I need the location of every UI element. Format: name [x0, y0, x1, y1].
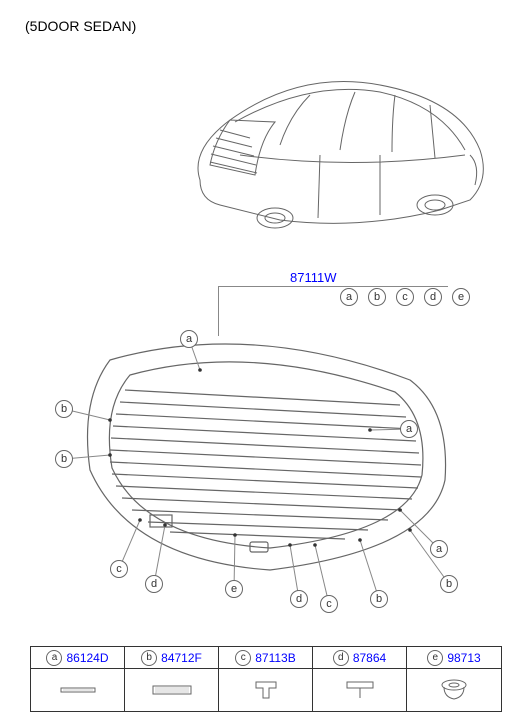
- legend-part-number: 87864: [353, 651, 386, 665]
- legend-letter: a: [46, 650, 62, 666]
- legend-head: e 98713: [407, 647, 501, 669]
- legend-cell-a: a 86124D: [31, 647, 125, 711]
- legend-cell-b: b 84712F: [125, 647, 219, 711]
- callout-b: b: [440, 575, 458, 593]
- legend-letter: b: [141, 650, 157, 666]
- rear-glass-illustration: [50, 320, 470, 600]
- legend-head: b 84712F: [125, 647, 218, 669]
- callout-d: d: [290, 590, 308, 608]
- legend-letter: c: [235, 650, 251, 666]
- legend-thumb: [313, 669, 406, 711]
- legend-head: c 87113B: [219, 647, 312, 669]
- legend-thumb: [219, 669, 312, 711]
- legend-thumb: [407, 669, 501, 711]
- legend-cell-d: d 87864: [313, 647, 407, 711]
- leader-main-across: [218, 286, 448, 287]
- callout-c: c: [110, 560, 128, 578]
- callout-c: c: [320, 595, 338, 613]
- callout-b: b: [55, 450, 73, 468]
- legend-cell-e: e 98713: [407, 647, 501, 711]
- legend-thumb: [31, 669, 124, 711]
- legend-head: d 87864: [313, 647, 406, 669]
- legend-part-number: 84712F: [161, 651, 202, 665]
- callout-a: a: [340, 288, 358, 306]
- callout-e: e: [225, 580, 243, 598]
- callout-b: b: [370, 590, 388, 608]
- legend-table: a 86124D b 84712F c 87113B d 87864 e 98713: [30, 646, 502, 712]
- variant-label: (5DOOR SEDAN): [25, 18, 136, 34]
- legend-letter: e: [427, 650, 443, 666]
- legend-head: a 86124D: [31, 647, 124, 669]
- callout-d: d: [145, 575, 163, 593]
- legend-part-number: 87113B: [255, 651, 295, 665]
- legend-part-number: 98713: [447, 651, 480, 665]
- car-illustration: [180, 60, 500, 260]
- callout-e: e: [452, 288, 470, 306]
- legend-cell-c: c 87113B: [219, 647, 313, 711]
- callout-a: a: [180, 330, 198, 348]
- callout-b: b: [55, 400, 73, 418]
- callout-a: a: [400, 420, 418, 438]
- legend-thumb: [125, 669, 218, 711]
- callout-d: d: [424, 288, 442, 306]
- callout-b: b: [368, 288, 386, 306]
- callout-c: c: [396, 288, 414, 306]
- legend-letter: d: [333, 650, 349, 666]
- legend-part-number: 86124D: [66, 651, 108, 665]
- main-callout-row: a b c d e: [340, 288, 470, 306]
- part-number-main: 87111W: [290, 270, 337, 285]
